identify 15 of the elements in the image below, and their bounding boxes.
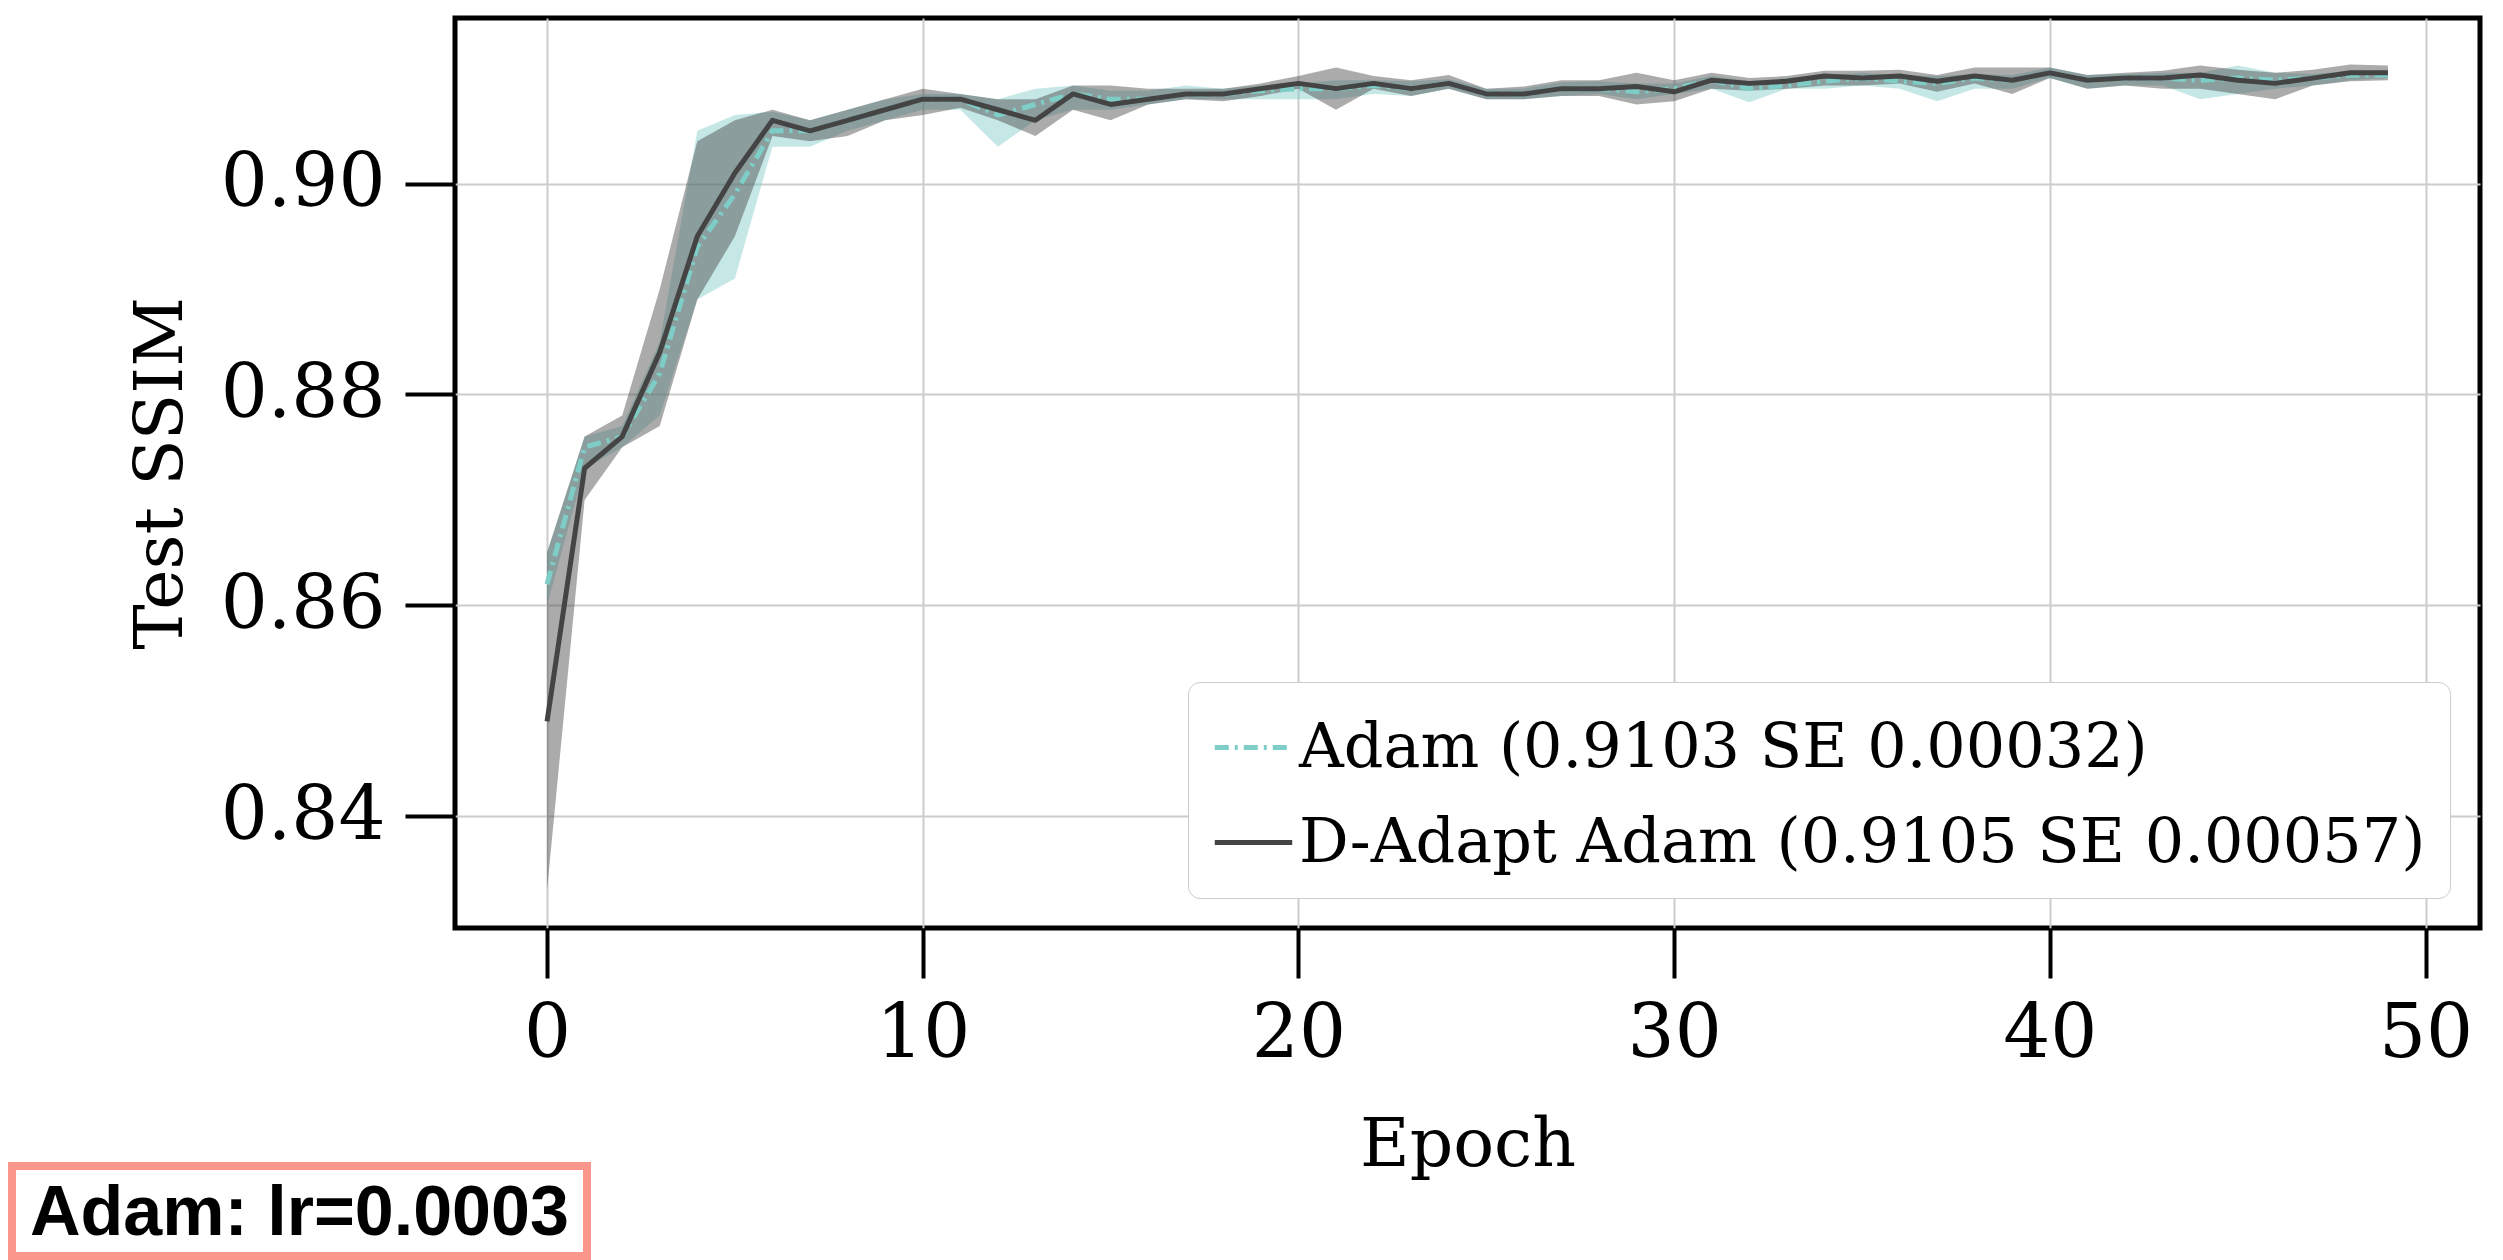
y-tick-label: 0.88 bbox=[220, 347, 386, 434]
x-tick-label: 20 bbox=[1251, 987, 1347, 1074]
y-tick-label: 0.86 bbox=[220, 558, 386, 645]
y-axis-title: Test SSIM bbox=[118, 297, 198, 650]
y-tick-label: 0.84 bbox=[220, 769, 386, 856]
x-tick-label: 10 bbox=[876, 987, 971, 1074]
legend-label: Adam (0.9103 SE 0.00032) bbox=[1298, 708, 2148, 782]
x-tick-label: 40 bbox=[2003, 987, 2098, 1074]
y-tick-label: 0.90 bbox=[220, 137, 386, 224]
x-tick-label: 0 bbox=[524, 987, 572, 1074]
text: Adam: lr=0.0003 bbox=[8, 1162, 591, 1260]
legend-label: D-Adapt Adam (0.9105 SE 0.00057) bbox=[1299, 803, 2426, 877]
x-tick-label: 30 bbox=[1627, 987, 1722, 1074]
x-tick-label: 50 bbox=[2378, 987, 2474, 1074]
x-axis-title: Epoch bbox=[1360, 1102, 1576, 1182]
